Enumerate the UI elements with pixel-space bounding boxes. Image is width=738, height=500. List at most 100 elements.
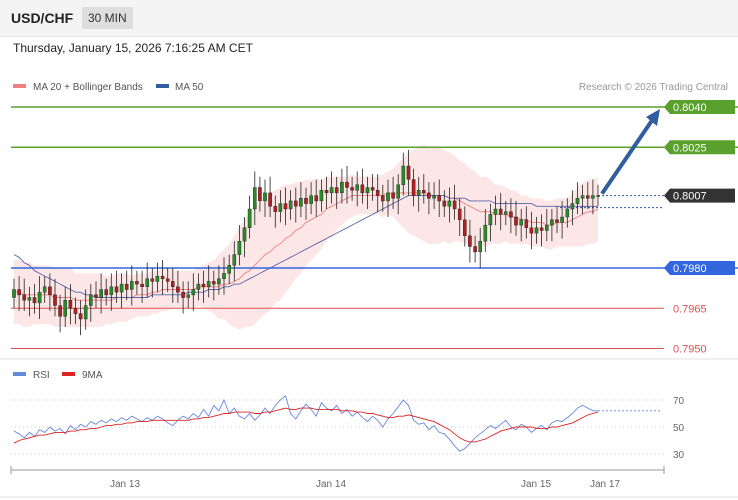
- bollinger-band: [14, 144, 598, 330]
- candle: [119, 273, 124, 309]
- candle: [222, 257, 226, 295]
- candle: [27, 286, 32, 317]
- candle: [288, 190, 293, 220]
- candle: [258, 176, 262, 212]
- arrow-head: [646, 109, 660, 126]
- candle: [324, 176, 329, 209]
- candle: [514, 200, 518, 236]
- candle: [375, 174, 380, 212]
- bollinger-legend-swatch: [13, 84, 26, 88]
- timeframe-badge[interactable]: 30 MIN: [82, 7, 133, 29]
- candle: [309, 182, 313, 215]
- candle: [201, 270, 206, 303]
- candle: [283, 187, 288, 226]
- level-tag-0.8025: [664, 140, 735, 155]
- level-label-0.8040: 0.8040: [673, 102, 707, 114]
- candle: [94, 281, 98, 309]
- candle: [586, 182, 590, 209]
- candle: [493, 195, 498, 226]
- candle: [196, 273, 201, 301]
- candle: [314, 179, 319, 217]
- candle: [263, 179, 267, 217]
- rsi-tick-30: 30: [673, 450, 685, 461]
- candle: [217, 265, 221, 295]
- candle: [140, 270, 144, 303]
- candle: [135, 270, 139, 295]
- candle: [22, 278, 27, 311]
- level-label-0.7980: 0.7980: [673, 263, 707, 275]
- candle: [391, 176, 395, 209]
- candle: [396, 174, 401, 215]
- candle: [268, 176, 272, 217]
- x-tick-label: Jan 15: [521, 479, 551, 490]
- rsi-ma9-line: [13, 407, 599, 444]
- candle: [560, 200, 564, 239]
- candle: [340, 168, 344, 204]
- ma9-legend-swatch: [62, 372, 75, 376]
- candle: [422, 174, 426, 204]
- candle: [294, 187, 298, 223]
- ma9-legend-label: 9MA: [82, 370, 103, 381]
- candle: [334, 176, 339, 209]
- candle: [232, 241, 237, 282]
- candle: [539, 214, 544, 247]
- candle: [350, 176, 354, 201]
- candle: [529, 211, 534, 250]
- candle: [78, 300, 83, 336]
- candle: [355, 171, 360, 207]
- projection-arrow: [600, 109, 660, 195]
- candles: [12, 149, 600, 336]
- x-tick-label: Jan 13: [110, 479, 140, 490]
- chart-datetime: Thursday, January 15, 2026 7:16:25 AM CE…: [13, 41, 253, 55]
- candle: [83, 289, 88, 330]
- candle: [299, 182, 303, 217]
- rsi-panel: 70 50 30: [11, 395, 685, 461]
- bollinger-legend-label: MA 20 + Bollinger Bands: [33, 82, 143, 93]
- level-tag-0.8007: [664, 188, 735, 203]
- rsi-tick-70: 70: [673, 396, 685, 407]
- candle: [73, 297, 78, 325]
- candle: [273, 195, 278, 228]
- bollinger-fill: [14, 144, 598, 330]
- candle: [186, 281, 191, 309]
- candle: [58, 294, 62, 333]
- candle: [68, 284, 73, 325]
- x-tick-label: Jan 17: [590, 479, 620, 490]
- candle: [580, 184, 585, 215]
- rsi-tick-50: 50: [673, 423, 685, 434]
- candle: [457, 198, 462, 236]
- candle: [242, 217, 247, 258]
- candle: [247, 195, 252, 239]
- level-label-0.8007: 0.8007: [673, 191, 707, 203]
- candle: [145, 262, 150, 298]
- candle: [237, 225, 242, 266]
- candle: [48, 273, 52, 311]
- candle: [329, 171, 334, 204]
- candle: [406, 149, 411, 196]
- level-label-0.7965: 0.7965: [673, 303, 707, 315]
- candle: [416, 176, 421, 212]
- candle: [129, 265, 134, 306]
- candle: [570, 190, 575, 226]
- candle: [53, 278, 57, 317]
- candle: [488, 203, 493, 242]
- level-tag-0.7980: [664, 261, 735, 275]
- candle: [370, 174, 375, 201]
- candle: [463, 206, 467, 247]
- candle: [555, 206, 559, 234]
- candle: [319, 179, 324, 212]
- candle: [227, 254, 232, 285]
- candle: [545, 209, 549, 242]
- candle: [63, 286, 67, 327]
- candle: [211, 270, 216, 301]
- candle: [345, 166, 349, 204]
- ma50-legend-swatch: [156, 84, 169, 88]
- candle: [181, 281, 185, 314]
- candle: [155, 262, 160, 293]
- candle: [447, 187, 452, 223]
- candle: [365, 176, 370, 209]
- candle: [524, 206, 529, 239]
- candle: [473, 235, 477, 263]
- candle: [509, 198, 513, 234]
- candle: [427, 182, 431, 215]
